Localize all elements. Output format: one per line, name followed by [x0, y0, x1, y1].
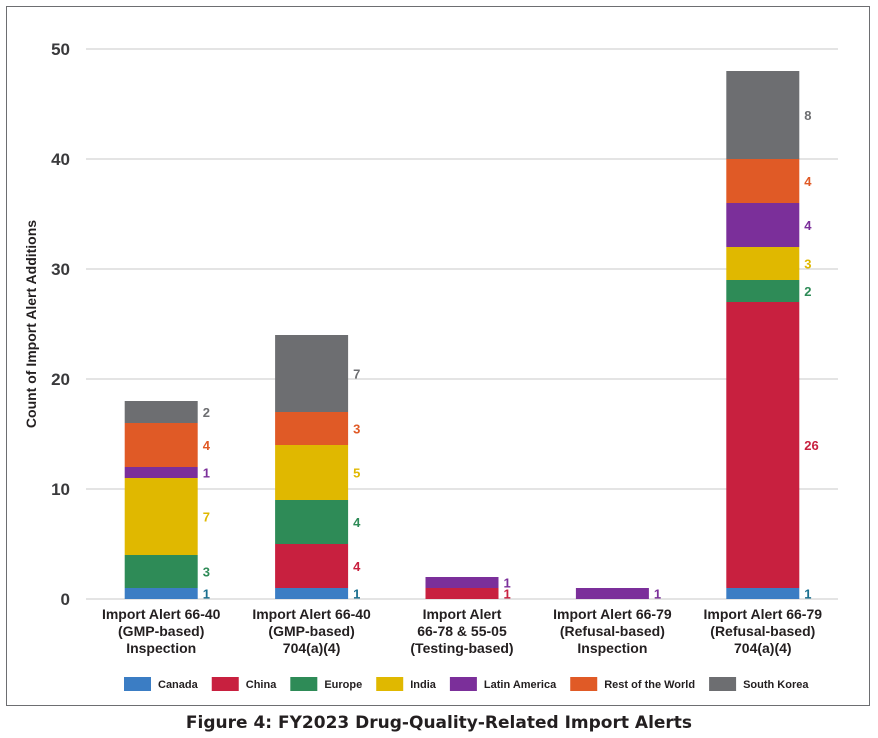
x-category-label: 704(a)(4)	[734, 640, 792, 656]
bar-segment-india	[124, 478, 198, 555]
bar-segment-south-korea	[124, 401, 198, 423]
bar-segment-europe	[124, 555, 198, 588]
bar-segment-europe	[275, 500, 349, 544]
bar-segment-canada	[124, 588, 198, 599]
x-category-label: (Refusal-based)	[710, 623, 815, 639]
data-label: 26	[804, 438, 818, 453]
bar-segment-rest-of-the-world	[275, 412, 349, 445]
y-tick-label: 10	[51, 480, 70, 499]
data-label: 1	[504, 576, 511, 591]
x-category-label: (Refusal-based)	[560, 623, 665, 639]
bar-segment-china	[275, 544, 349, 588]
data-label: 3	[203, 565, 210, 580]
data-label: 4	[804, 174, 812, 189]
data-label: 7	[353, 367, 360, 382]
data-label: 1	[203, 587, 210, 602]
legend-swatch-india	[376, 677, 404, 691]
y-tick-label: 0	[61, 590, 70, 609]
y-axis-title: Count of Import Alert Additions	[23, 220, 39, 428]
data-label: 2	[203, 405, 210, 420]
data-label: 4	[353, 515, 361, 530]
data-label: 1	[353, 587, 360, 602]
y-tick-label: 40	[51, 150, 70, 169]
bar-segment-south-korea	[726, 71, 800, 159]
x-category-label: (GMP-based)	[268, 623, 354, 639]
y-tick-label: 20	[51, 370, 70, 389]
legend-swatch-europe	[290, 677, 318, 691]
data-label: 4	[203, 438, 211, 453]
bar-segment-india	[275, 445, 349, 500]
y-tick-label: 30	[51, 260, 70, 279]
bar-segment-latin-america	[124, 467, 198, 478]
x-category-label: 66-78 & 55-05	[417, 623, 507, 639]
bar-segment-china	[726, 302, 800, 588]
legend-label: Rest of the World	[604, 679, 695, 691]
data-label: 8	[804, 108, 811, 123]
chart-frame: 1 3 7 1 4 2 1 4 4 5 3 7 1 1 1 1 26 2 3 4 4 8 0 10 20 30 40 50 Count…	[6, 6, 870, 706]
bar-segment-canada	[726, 588, 800, 599]
bar-segment-latin-america	[425, 577, 499, 588]
x-category-label: Inspection	[577, 640, 647, 656]
data-label: 4	[353, 559, 361, 574]
bars	[124, 71, 800, 599]
legend-label: India	[410, 679, 437, 691]
axes: 0 10 20 30 40 50 Count of Import Alert Additio…	[23, 40, 822, 656]
x-category-label: (Testing-based)	[410, 640, 513, 656]
bar-segment-europe	[726, 280, 800, 302]
data-label: 5	[353, 466, 360, 481]
bar-segment-china	[425, 588, 499, 599]
x-category-label: (GMP-based)	[118, 623, 204, 639]
x-category-label: Import Alert 66-79	[704, 606, 823, 622]
data-label: 3	[804, 257, 811, 272]
bar-segment-india	[726, 247, 800, 280]
gridlines	[86, 48, 838, 600]
legend: Canada China Europe India Latin America Rest …	[124, 677, 809, 691]
data-label: 1	[654, 587, 661, 602]
legend-swatch-rest-of-the-world	[570, 677, 598, 691]
legend-label: South Korea	[743, 679, 809, 691]
x-category-label: Import Alert 66-40	[252, 606, 371, 622]
data-label: 3	[353, 422, 360, 437]
x-category-label: Import Alert	[423, 606, 502, 622]
bar-segment-latin-america	[575, 588, 649, 599]
data-label: 7	[203, 510, 210, 525]
legend-label: Europe	[324, 679, 362, 691]
x-category-label: 704(a)(4)	[283, 640, 341, 656]
legend-label: Latin America	[484, 679, 557, 691]
data-label: 1	[504, 587, 511, 602]
bar-segment-south-korea	[275, 335, 349, 412]
data-label: 2	[804, 284, 811, 299]
legend-label: Canada	[158, 679, 199, 691]
data-label: 1	[203, 466, 210, 481]
x-category-label: Inspection	[126, 640, 196, 656]
bar-segment-rest-of-the-world	[124, 423, 198, 467]
y-tick-label: 50	[51, 40, 70, 59]
x-category-label: Import Alert 66-40	[102, 606, 221, 622]
legend-swatch-canada	[124, 677, 151, 691]
bar-segment-rest-of-the-world	[726, 159, 800, 203]
bar-segment-canada	[275, 588, 349, 599]
data-label: 4	[804, 218, 812, 233]
legend-label: China	[246, 679, 277, 691]
legend-swatch-china	[211, 677, 239, 691]
x-category-label: Import Alert 66-79	[553, 606, 672, 622]
data-label: 1	[804, 587, 811, 602]
bar-segment-latin-america	[726, 203, 800, 247]
legend-swatch-latin-america	[449, 677, 477, 691]
figure-caption: Figure 4: FY2023 Drug-Quality-Related Im…	[185, 713, 693, 733]
legend-swatch-south-korea	[709, 677, 737, 691]
